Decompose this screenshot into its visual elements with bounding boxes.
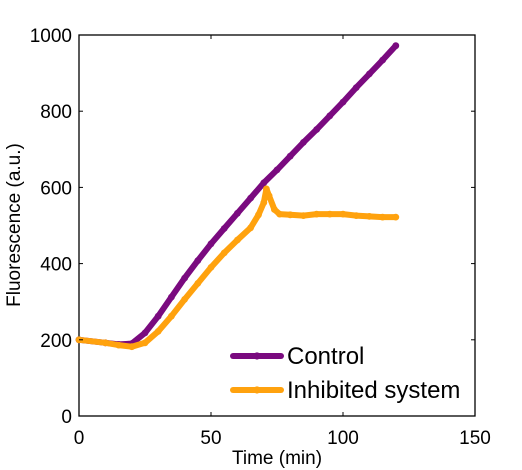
y-tick-label: 800 — [40, 102, 72, 123]
data-point-control — [234, 209, 241, 217]
data-point-control — [220, 225, 228, 232]
data-point-control — [181, 274, 189, 282]
data-point-inhibited-system — [128, 343, 136, 351]
data-point-inhibited-system — [263, 185, 270, 193]
y-tick-label: 400 — [40, 255, 72, 276]
data-point-control — [286, 152, 294, 160]
legend-label: Control — [287, 343, 364, 370]
y-tick-label: 200 — [40, 331, 72, 352]
y-tick-label: 0 — [61, 407, 72, 428]
data-point-control — [313, 126, 320, 133]
data-point-inhibited-system — [260, 199, 268, 207]
data-point-inhibited-system — [194, 280, 202, 287]
x-tick-label: 0 — [74, 428, 85, 449]
data-point-inhibited-system — [300, 212, 307, 220]
y-axis-label: Fluorescence (a.u.) — [4, 143, 25, 307]
data-point-control — [194, 257, 202, 264]
x-tick-label: 100 — [327, 428, 359, 449]
data-point-inhibited-system — [247, 224, 255, 232]
data-point-inhibited-system — [181, 296, 189, 303]
data-point-inhibited-system — [255, 211, 262, 219]
data-point-control — [207, 240, 215, 248]
data-point-inhibited-system — [313, 210, 320, 218]
data-point-inhibited-system — [220, 249, 228, 257]
y-tick-label: 1000 — [30, 26, 72, 47]
data-point-inhibited-system — [286, 211, 294, 219]
data-point-inhibited-system — [366, 213, 373, 220]
data-point-control — [326, 112, 334, 120]
data-point-control — [339, 98, 347, 106]
data-point-inhibited-system — [276, 210, 283, 218]
data-point-inhibited-system — [102, 339, 109, 347]
series-line-inhibited-system — [76, 185, 399, 350]
data-point-control — [300, 139, 307, 146]
data-point-control — [366, 70, 373, 78]
data-point-inhibited-system — [326, 210, 334, 218]
data-point-control — [392, 42, 400, 50]
data-point-control — [260, 179, 268, 187]
x-axis-label: Time (min) — [232, 448, 322, 469]
data-point-control — [141, 329, 149, 337]
data-point-inhibited-system — [265, 192, 273, 200]
chart-ticks: 0 50 100 150 0 200 400 600 800 1000 — [30, 26, 491, 449]
data-point-control — [168, 293, 175, 301]
data-point-control — [154, 312, 162, 320]
data-point-inhibited-system — [352, 212, 360, 220]
x-tick-label: 50 — [200, 428, 221, 449]
legend-marker — [253, 352, 261, 360]
legend-label: Inhibited system — [287, 377, 460, 404]
data-point-control — [247, 194, 255, 202]
data-point-control — [352, 84, 360, 91]
data-point-inhibited-system — [168, 312, 175, 320]
plot-frame — [78, 34, 476, 417]
data-point-inhibited-system — [392, 213, 400, 221]
data-point-control — [273, 166, 281, 174]
data-point-inhibited-system — [207, 264, 215, 271]
data-point-inhibited-system — [379, 213, 386, 221]
data-point-inhibited-system — [234, 236, 241, 244]
data-point-control — [379, 56, 386, 64]
chart-marks — [75, 42, 400, 351]
legend-marker — [253, 386, 261, 394]
data-point-inhibited-system — [115, 341, 122, 349]
data-point-inhibited-system — [154, 328, 162, 335]
data-point-inhibited-system — [339, 210, 347, 218]
x-tick-label: 150 — [459, 428, 491, 449]
legend: Control Inhibited system — [230, 343, 460, 404]
data-point-inhibited-system — [271, 206, 278, 213]
data-point-inhibited-system — [141, 339, 149, 347]
y-tick-label: 600 — [40, 178, 72, 199]
